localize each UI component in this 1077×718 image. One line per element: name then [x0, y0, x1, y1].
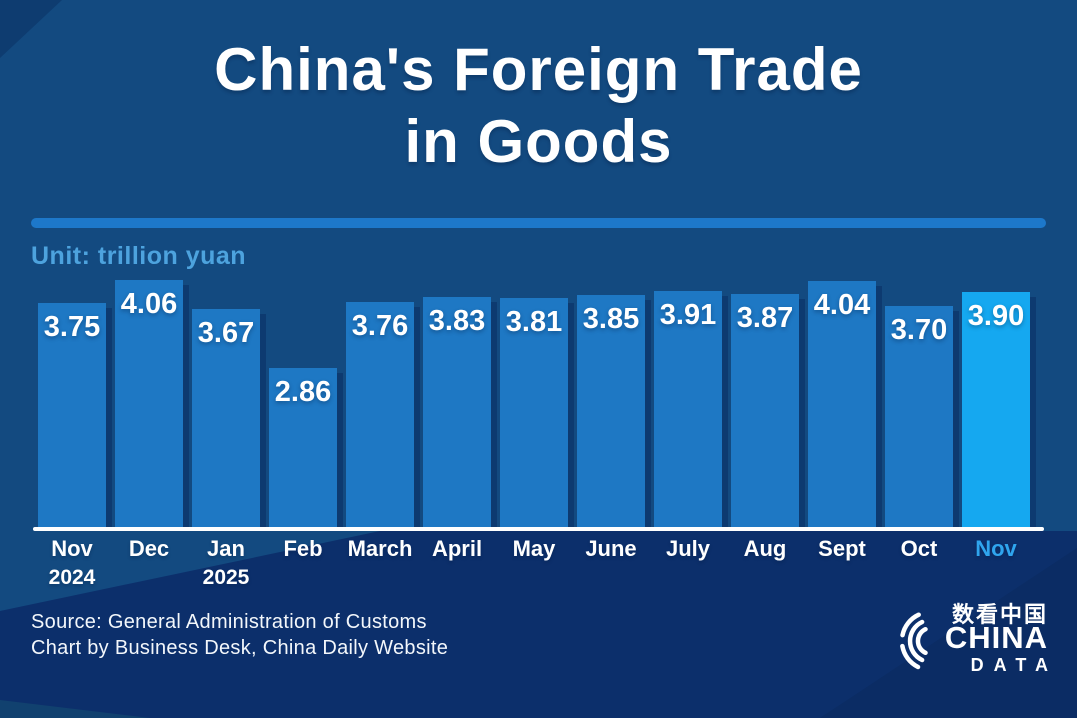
- chart-title-line2: in Goods: [404, 108, 673, 175]
- bar-value-april: 3.83: [428, 305, 486, 337]
- x-label-july: July: [665, 536, 711, 561]
- x-label-aug: Aug: [743, 536, 787, 561]
- bar-value-aug: 3.87: [736, 302, 794, 334]
- bar-value-dec: 4.06: [120, 288, 178, 320]
- logo-data-text: DATA: [970, 655, 1058, 675]
- unit-label: Unit: trillion yuan: [31, 242, 247, 270]
- bar-value-feb: 2.86: [274, 376, 332, 408]
- bar-sept: 4.04: [808, 281, 876, 529]
- x-label-nov-2024: Nov: [51, 536, 93, 561]
- x-label-april: April: [431, 536, 483, 561]
- x-label-feb: Feb: [283, 536, 323, 561]
- bar-chart: 3.75 4.06 3.67 2.86 3.76 3.83 3.81 3.85 3.91 3.87…: [38, 255, 1042, 529]
- x-label-year-2024: 2024: [48, 566, 96, 589]
- chart-title-line1: China's Foreign Trade: [214, 36, 863, 103]
- china-data-logo: 数看中国 CHINA DATA: [898, 597, 1048, 677]
- bar-value-june: 3.85: [582, 303, 640, 335]
- x-label-year-2025: 2025: [202, 566, 250, 589]
- title-divider-rule: [31, 218, 1046, 228]
- bar-value-nov: 3.90: [967, 300, 1025, 332]
- x-label-oct: Oct: [900, 536, 938, 561]
- x-label-june: June: [585, 536, 637, 561]
- bar-value-nov-2024: 3.75: [43, 311, 101, 343]
- bar-value-sept: 4.04: [813, 289, 871, 321]
- credit-line: Chart by Business Desk, China Daily Webs…: [31, 637, 449, 659]
- logo-arcs-icon: [899, 612, 928, 670]
- bar-nov-2024: 3.75: [38, 303, 106, 529]
- bar-value-jan-2025: 3.67: [197, 317, 255, 349]
- source-line: Source: General Administration of Custom…: [31, 611, 427, 633]
- bar-value-may: 3.81: [505, 306, 563, 338]
- bar-dec: 4.06: [115, 280, 183, 529]
- bar-value-march: 3.76: [351, 310, 409, 342]
- bar-july: 3.91: [654, 291, 722, 529]
- x-label-jan-2025: Jan: [207, 536, 245, 561]
- x-label-sept: Sept: [818, 536, 866, 561]
- bar-value-oct: 3.70: [890, 314, 948, 346]
- x-label-dec: Dec: [128, 536, 170, 561]
- x-label-may: May: [512, 536, 556, 561]
- source-credit: Source: General Administration of Custom…: [31, 609, 448, 661]
- bar-march: 3.76: [346, 302, 414, 529]
- bar-aug: 3.87: [731, 294, 799, 529]
- logo-china-text: CHINA: [944, 620, 1048, 655]
- logo-chinese-text: 数看中国: [951, 602, 1048, 627]
- bar-april: 3.83: [423, 297, 491, 529]
- bar-feb: 2.86: [269, 368, 337, 529]
- bar-value-july: 3.91: [659, 299, 717, 331]
- bar-jan-2025: 3.67: [192, 309, 260, 529]
- bar-may: 3.81: [500, 298, 568, 529]
- x-label-march: March: [347, 536, 413, 561]
- bar-oct: 3.70: [885, 306, 953, 529]
- chart-title: China's Foreign Trade in Goods: [0, 34, 1077, 178]
- bar-june: 3.85: [577, 295, 645, 529]
- x-axis-line: [33, 527, 1044, 531]
- bar-nov: 3.90: [962, 292, 1030, 529]
- x-label-nov: Nov: [975, 536, 1017, 561]
